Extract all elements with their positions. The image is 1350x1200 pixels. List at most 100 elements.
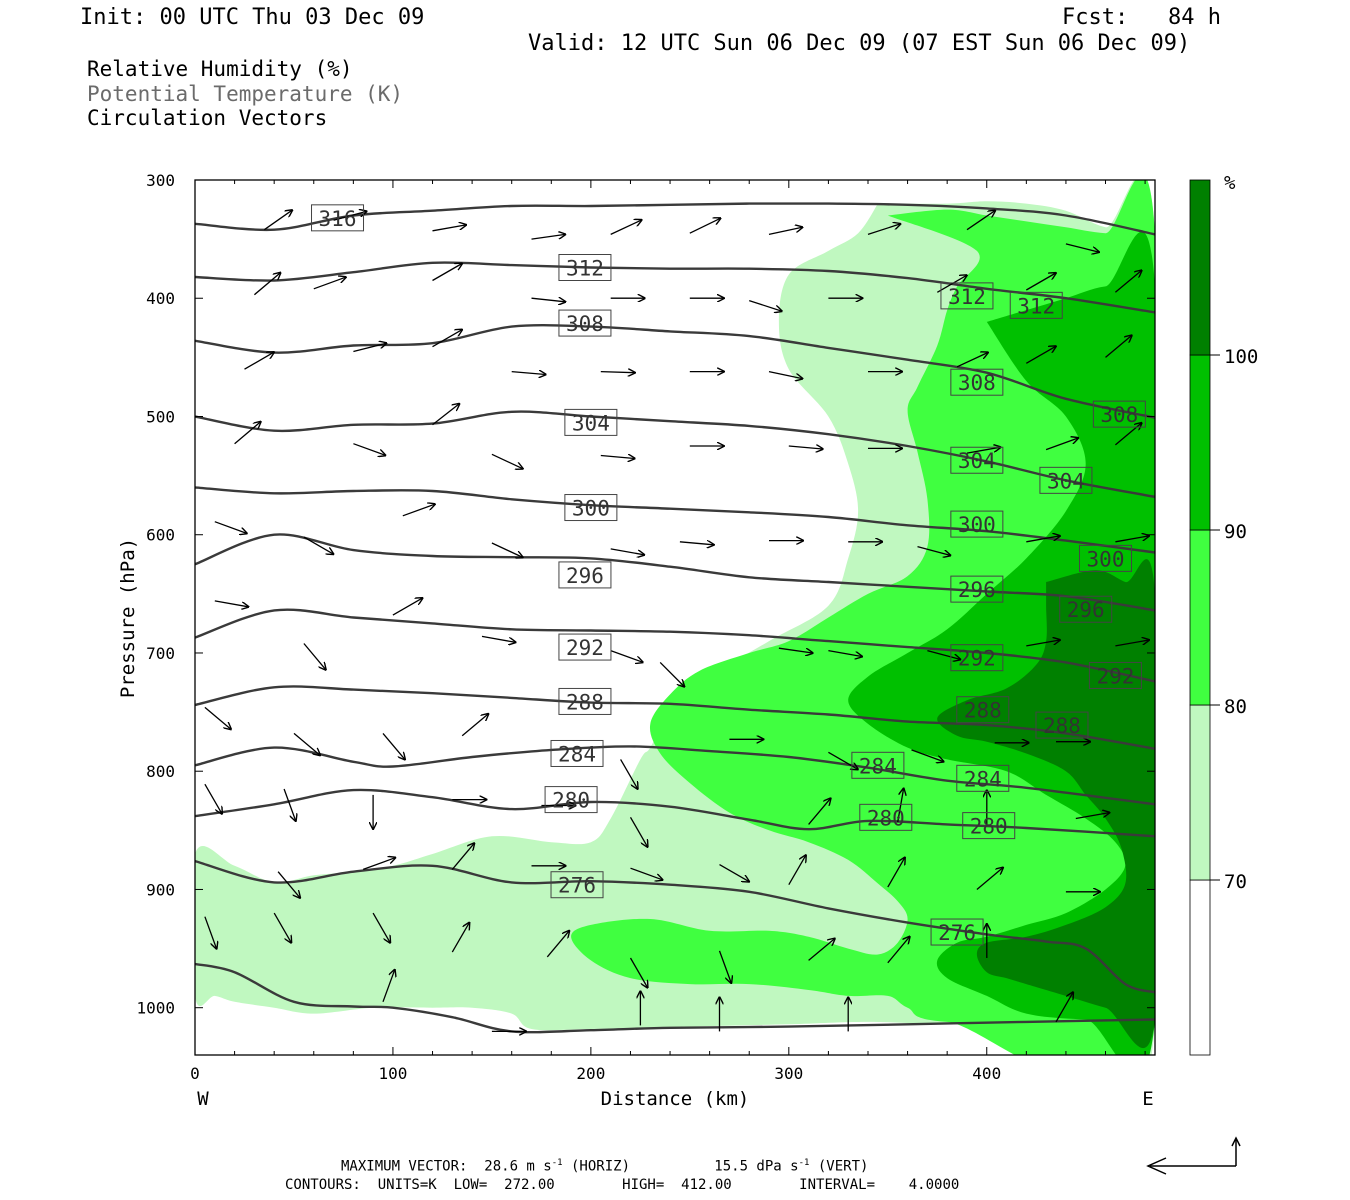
circulation-vector xyxy=(481,635,516,642)
theta-label-296: 296 xyxy=(1059,595,1113,623)
x-tick-label: 100 xyxy=(378,1064,407,1083)
x-tick-label: 200 xyxy=(576,1064,605,1083)
circulation-vector xyxy=(808,939,835,961)
theta-label-text: 304 xyxy=(1047,469,1085,493)
theta-label-text: 296 xyxy=(1067,598,1105,622)
theta-label-text: 312 xyxy=(948,285,986,309)
colorbar-label: 90 xyxy=(1224,521,1247,543)
theta-label-box xyxy=(940,282,994,310)
theta-label-text: 296 xyxy=(958,578,996,602)
theta-label-300: 300 xyxy=(1079,544,1133,572)
theta-label-300: 300 xyxy=(950,510,1004,538)
field-rh-label: Relative Humidity (%) xyxy=(87,57,353,81)
rh-region-80 xyxy=(571,180,1155,1055)
theta-label-text: 288 xyxy=(1043,714,1081,738)
theta-label-box xyxy=(859,803,913,831)
circulation-vector xyxy=(1045,438,1078,451)
circulation-vector xyxy=(966,211,995,231)
theta-label-box xyxy=(564,494,618,522)
theta-label-304: 304 xyxy=(950,446,1004,474)
theta-label-text: 284 xyxy=(558,742,596,766)
theta-label-box xyxy=(1059,595,1113,623)
x-axis-title: Distance (km) xyxy=(601,1088,750,1110)
circulation-vector xyxy=(1075,813,1110,820)
theta-contour-284 xyxy=(195,745,1155,806)
theta-label-box xyxy=(930,918,984,946)
circulation-vector xyxy=(911,749,944,762)
circulation-vector xyxy=(293,732,320,755)
max-vector-text: MAXIMUM VECTOR: 28.6 m s-1 (HORIZ) 15.5 … xyxy=(341,1158,869,1175)
circulation-vector xyxy=(214,600,249,607)
circulation-vector xyxy=(204,783,222,814)
circulation-vector xyxy=(1065,243,1099,252)
circulation-vector xyxy=(277,871,300,898)
theta-contour-292 xyxy=(195,608,1155,683)
circulation-vector xyxy=(768,227,802,236)
theta-label-280: 280 xyxy=(859,803,913,831)
circulation-vectors xyxy=(204,210,1149,1031)
theta-label-box xyxy=(1088,661,1142,689)
theta-label-text: 312 xyxy=(1017,294,1055,318)
theta-label-text: 280 xyxy=(970,815,1008,839)
theta-contour-296 xyxy=(195,533,1155,612)
circulation-vector xyxy=(313,277,346,290)
theta-label-text: 296 xyxy=(566,564,604,588)
circulation-vector xyxy=(531,234,566,240)
circulation-vector xyxy=(531,298,566,302)
colorbar-unit: % xyxy=(1224,172,1236,194)
circulation-vector xyxy=(679,542,714,545)
theta-label-288: 288 xyxy=(558,687,612,715)
theta-label-text: 292 xyxy=(1096,664,1134,688)
theta-label-308: 308 xyxy=(1092,400,1146,428)
theta-label-box xyxy=(1079,544,1133,572)
circulation-vector xyxy=(828,751,857,769)
theta-label-280: 280 xyxy=(544,786,598,814)
theta-label-text: 292 xyxy=(958,647,996,671)
circulation-vector xyxy=(976,868,1003,890)
theta-contour-276 xyxy=(195,859,1155,994)
circulation-vector xyxy=(778,647,813,653)
theta-label-296: 296 xyxy=(558,561,612,589)
circulation-vector xyxy=(234,422,261,445)
theta-label-box xyxy=(544,786,598,814)
theta-label-text: 300 xyxy=(572,497,610,521)
theta-label-box xyxy=(962,812,1016,840)
theta-label-text: 280 xyxy=(552,789,590,813)
theta-label-box xyxy=(558,633,612,661)
y-axis-title: Pressure (hPa) xyxy=(117,538,139,698)
theta-label-text: 292 xyxy=(566,636,604,660)
theta-label-308: 308 xyxy=(950,368,1004,396)
field-theta-label: Potential Temperature (K) xyxy=(87,82,404,106)
circulation-vector xyxy=(244,352,274,370)
circulation-vector xyxy=(204,916,217,949)
theta-label-284: 284 xyxy=(550,739,604,767)
circulation-vector xyxy=(511,372,546,375)
valid-time: Valid: 12 UTC Sun 06 Dec 09 (07 EST Sun … xyxy=(528,31,1191,56)
theta-label-text: 300 xyxy=(958,513,996,537)
circulation-vector xyxy=(659,661,684,686)
circulation-vector xyxy=(600,372,635,373)
theta-label-box xyxy=(1092,400,1146,428)
axes: 0 100 200 300 400 300 400 500 600 700 800 900 1000 xyxy=(136,171,1155,1083)
colorbar-segment xyxy=(1189,879,1211,1056)
colorbar-segment xyxy=(1189,354,1211,531)
theta-label-284: 284 xyxy=(956,764,1010,792)
circulation-vector xyxy=(263,210,292,231)
circulation-vector xyxy=(917,545,951,556)
west-label: W xyxy=(197,1088,209,1110)
theta-label-box xyxy=(1035,711,1089,739)
circulation-vector xyxy=(1115,640,1149,647)
y-tick-label: 1000 xyxy=(136,999,175,1018)
circulation-vector xyxy=(353,343,386,353)
circulation-vector xyxy=(748,299,781,312)
circulation-vector xyxy=(1025,346,1056,364)
theta-label-304: 304 xyxy=(1039,466,1093,494)
circulation-vector xyxy=(956,353,988,368)
circulation-vector xyxy=(432,225,467,232)
theta-label-text: 316 xyxy=(319,207,357,231)
theta-label-box xyxy=(956,696,1010,724)
circulation-vector xyxy=(372,912,390,943)
circulation-vector xyxy=(718,950,732,983)
circulation-vector xyxy=(610,548,645,555)
y-tick-label: 300 xyxy=(146,171,175,190)
